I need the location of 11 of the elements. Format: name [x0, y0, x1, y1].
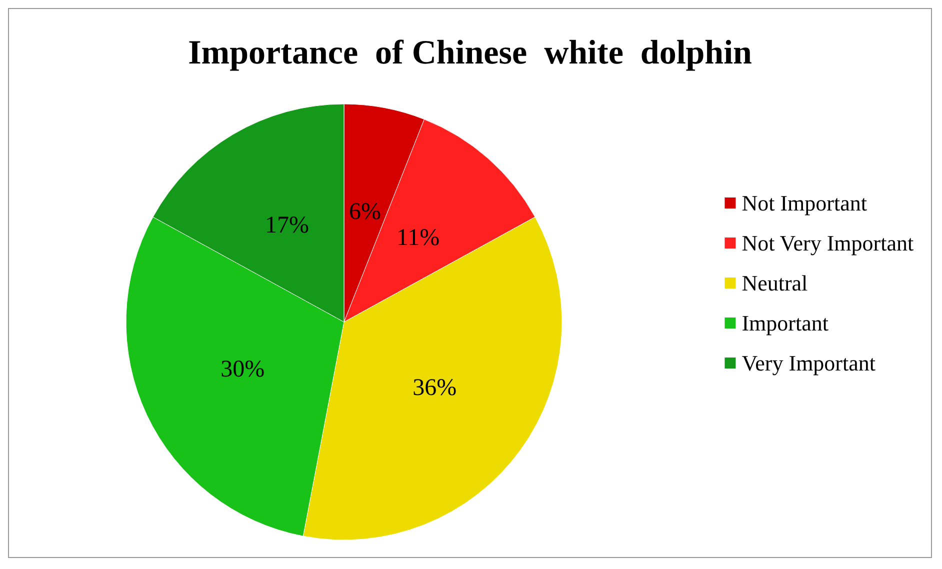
data-label: 36% [412, 374, 457, 401]
legend-label: Important [742, 310, 828, 336]
chart-title: Importance of Chinese white dolphin [188, 34, 752, 72]
legend-label: Not Important [742, 190, 867, 216]
legend-label: Very Important [742, 350, 876, 376]
legend-label: Neutral [742, 270, 808, 296]
data-label: 6% [348, 198, 381, 225]
data-label: 30% [220, 356, 265, 383]
data-label: 17% [264, 212, 309, 239]
data-label: 11% [396, 224, 440, 251]
legend-label: Not Very Important [742, 230, 914, 256]
